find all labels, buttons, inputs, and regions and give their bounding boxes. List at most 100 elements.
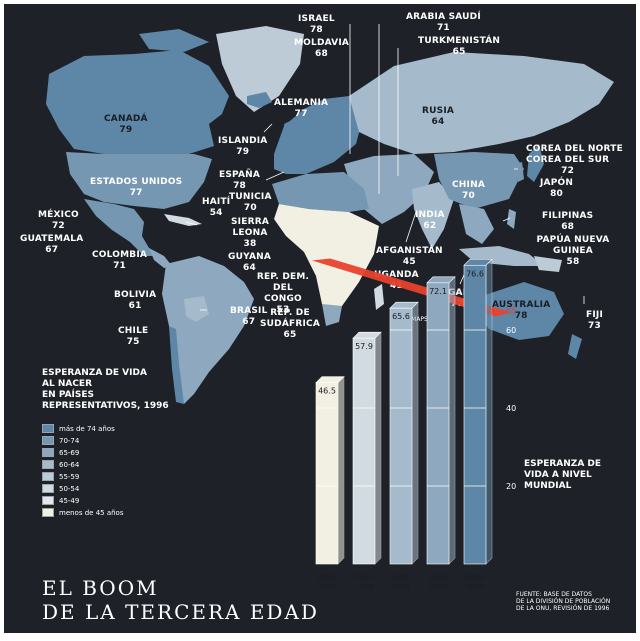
life-expectancy-chart: 46.5 1950- 1955 57.9 1970- 1975 65.6 1995- 2000 7… bbox=[312, 258, 516, 591]
country-new-zealand bbox=[568, 334, 582, 359]
legend-item: 45-49 bbox=[42, 496, 79, 505]
bar-category-label: 2020- bbox=[428, 573, 449, 581]
bar bbox=[315, 382, 339, 565]
label-papua: PAPÚA NUEVA GUINEA 58 bbox=[536, 235, 610, 267]
label-filipinas: FILIPINAS 68 bbox=[542, 211, 594, 232]
legend-swatch bbox=[42, 436, 54, 445]
bar-value-label: 57.9 bbox=[355, 342, 373, 351]
bar-side bbox=[374, 331, 382, 565]
bar bbox=[352, 337, 376, 565]
legend-swatch bbox=[42, 472, 54, 481]
label-tunicia: TUNICIA 70 bbox=[229, 192, 272, 213]
bar-side bbox=[337, 375, 345, 565]
caribbean bbox=[164, 214, 202, 226]
label-mexico: MÉXICO 72 bbox=[38, 210, 79, 231]
legend-item: 50-54 bbox=[42, 484, 79, 493]
bar-group: 65.6 1995- 2000 bbox=[389, 301, 419, 591]
y-tick-label: 20 bbox=[506, 482, 516, 491]
bar bbox=[463, 264, 487, 565]
country-chile bbox=[169, 326, 184, 404]
legend-swatch bbox=[42, 448, 54, 457]
label-fiji: FIJI 73 bbox=[586, 310, 603, 331]
reference-label: 65 bbox=[506, 307, 516, 316]
label-australia: AUSTRALIA 78 bbox=[492, 300, 551, 321]
label-canada: CANADÁ 79 bbox=[104, 114, 148, 135]
label-afganistan: AFGANISTÁN 45 bbox=[376, 246, 443, 267]
bar-group: 57.9 1970- 1975 bbox=[352, 331, 382, 591]
page-title: EL BOOM DE LA TERCERA EDAD bbox=[42, 576, 319, 624]
country-philippines bbox=[507, 209, 516, 229]
reference-band bbox=[312, 258, 511, 317]
europe bbox=[274, 96, 364, 174]
source-note: FUENTE: BASE DE DATOS DE LA DIVISIÓN DE … bbox=[516, 591, 611, 612]
country-madagascar bbox=[374, 284, 384, 310]
country-iceland bbox=[247, 92, 272, 108]
bar-group: 76.6 2045- 2050 bbox=[463, 258, 493, 591]
bar-category-label: 1975 bbox=[355, 583, 373, 591]
southeast-asia bbox=[459, 204, 494, 244]
central-america bbox=[149, 248, 172, 268]
bar bbox=[389, 307, 413, 565]
country-russia bbox=[349, 52, 614, 154]
label-israel: ISRAEL 78 bbox=[298, 14, 335, 35]
label-usa: ESTADOS UNIDOS 77 bbox=[90, 177, 183, 198]
label-corea-sur: COREA DEL SUR 72 bbox=[526, 155, 610, 176]
country-uk bbox=[284, 120, 296, 142]
bar-category-label: 1955 bbox=[318, 583, 336, 591]
label-turkmenistan: TURKMENISTÁN 65 bbox=[418, 36, 501, 57]
y-tick-label: 60 bbox=[506, 326, 516, 335]
label-moldavia: MOLDAVIA 68 bbox=[294, 38, 350, 59]
country-png bbox=[534, 256, 562, 272]
label-china: CHINA 70 bbox=[452, 180, 485, 201]
bar-category-label: 1950- bbox=[317, 573, 338, 581]
country-bolivia bbox=[184, 296, 209, 322]
label-corea-norte: COREA DEL NORTE bbox=[526, 144, 623, 154]
legend-item: 60-64 bbox=[42, 460, 79, 469]
label-alemania: ALEMANIA 77 bbox=[274, 98, 329, 119]
leader-lines bbox=[185, 24, 585, 311]
legend-swatch bbox=[42, 508, 54, 517]
bar-side bbox=[448, 276, 456, 565]
south-america bbox=[162, 256, 254, 404]
label-espana: ESPAÑA 78 bbox=[219, 170, 261, 191]
bar-value-label: 46.5 bbox=[318, 387, 336, 396]
bar-category-label: 2025 bbox=[429, 583, 447, 591]
bar-value-label: 65.6 bbox=[392, 312, 410, 321]
label-brasil: BRASIL 67 bbox=[230, 306, 268, 327]
bar-value-label: 72.1 bbox=[429, 287, 447, 296]
poster: CANADÁ 79 ESTADOS UNIDOS 77 MÉXICO 72 HAITÍ… bbox=[4, 4, 636, 633]
label-sudafrica: REP. DE SUDÁFRICA 65 bbox=[259, 308, 321, 340]
legend-item: 55-59 bbox=[42, 472, 79, 481]
label-india: INDIA 62 bbox=[415, 210, 445, 231]
country-china bbox=[434, 152, 524, 209]
bar-group: 46.5 1950- 1955 bbox=[315, 375, 345, 591]
chart-title: ESPERANZA DE VIDA A NIVEL MUNDIAL bbox=[524, 459, 602, 491]
label-rusia: RUSIA 64 bbox=[422, 106, 455, 127]
country-south-africa bbox=[322, 304, 342, 326]
bar-category-label: 2050 bbox=[466, 583, 484, 591]
bar-category-label: 2045- bbox=[465, 573, 486, 581]
bar-category-label: 1970- bbox=[354, 573, 375, 581]
legend-swatch bbox=[42, 484, 54, 493]
label-chile: CHILE 75 bbox=[118, 326, 149, 347]
label-congo: REP. DEM. DEL CONGO 53 bbox=[256, 272, 310, 315]
legend-swatch bbox=[42, 496, 54, 505]
country-greenland bbox=[216, 26, 304, 112]
label-japon: JAPÓN 80 bbox=[540, 178, 574, 199]
label-haiti: HAITÍ 54 bbox=[202, 197, 231, 218]
country-india bbox=[412, 182, 454, 249]
bar-group: 72.1 2020- 2025 bbox=[426, 276, 456, 591]
country-usa bbox=[66, 152, 212, 209]
country-canada bbox=[46, 50, 229, 154]
north-africa bbox=[272, 172, 369, 212]
label-arabia-saudi: ARABIA SAUDÍ 71 bbox=[406, 12, 481, 33]
legend-item: menos de 45 años bbox=[42, 508, 123, 517]
country-mexico bbox=[84, 199, 156, 256]
country-japan bbox=[527, 144, 544, 182]
country-korea bbox=[516, 162, 524, 182]
label-colombia: COLOMBIA 71 bbox=[92, 250, 148, 271]
label-sierra-leona: SIERRA LEONA 38 bbox=[230, 217, 269, 249]
label-guatemala: GUATEMALA 67 bbox=[20, 234, 84, 255]
label-guyana: GUYANA 64 bbox=[228, 252, 272, 273]
bar-category-label: 2000 bbox=[392, 583, 410, 591]
